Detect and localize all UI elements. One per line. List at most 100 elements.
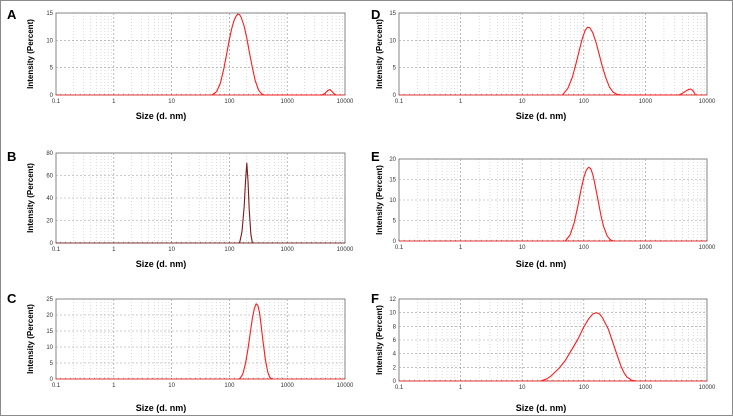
y-axis-label: Intensity (Percent) [26, 163, 35, 233]
x-tick-label: 10 [168, 383, 175, 389]
y-tick-label: 15 [46, 11, 53, 17]
y-axis-label: Intensity (Percent) [26, 304, 35, 374]
y-tick-label: 0 [393, 379, 397, 385]
size-distribution-line [211, 13, 337, 96]
size-distribution-line [239, 303, 273, 380]
x-tick-label: 1 [459, 385, 463, 391]
plot-area [398, 12, 708, 96]
x-axis-label: Size (d. nm) [516, 403, 567, 413]
y-tick-label: 2 [393, 365, 397, 371]
y-tick-label: 4 [393, 352, 397, 358]
x-tick-label: 100 [224, 383, 235, 389]
y-tick-label: 8 [393, 324, 397, 330]
panel-label: E [371, 149, 380, 164]
x-tick-label: 10 [168, 99, 175, 105]
plot-area [55, 12, 346, 96]
x-axis-label: Size (d. nm) [136, 111, 187, 121]
x-tick-label: 100 [579, 385, 590, 391]
y-axis-label: Intensity (Percent) [375, 305, 384, 375]
y-tick-label: 5 [50, 66, 54, 72]
y-axis-label: Intensity (Percent) [375, 165, 384, 235]
y-tick-label: 80 [46, 151, 53, 157]
y-tick-label: 10 [46, 345, 53, 351]
x-tick-label: 10 [168, 247, 175, 253]
panel-label: B [7, 149, 16, 164]
x-tick-label: 1000 [281, 99, 295, 105]
chart-panel-b: B 0.1 1 10 100 1000 10000 0 20 40 60 80 Size (d. nm)… [7, 149, 354, 269]
x-tick-label: 1000 [639, 385, 653, 391]
y-axis-label: Intensity (Percent) [26, 19, 35, 89]
y-tick-label: 25 [46, 297, 53, 303]
y-tick-label: 10 [389, 38, 396, 44]
y-tick-label: 20 [46, 313, 53, 319]
x-axis-label: Size (d. nm) [136, 403, 187, 413]
panel-label: F [371, 291, 379, 306]
y-tick-label: 15 [389, 178, 396, 184]
y-tick-label: 0 [50, 93, 54, 99]
y-tick-label: 40 [46, 196, 53, 202]
y-tick-label: 0 [393, 93, 397, 99]
chart-panel-e: E 0.1 1 10 100 1000 10000 0 5 10 15 20 Size (d. nm) I… [371, 149, 716, 269]
chart-panel-f: F 0.1 1 10 100 1000 10000 0 2 4 6 8 10 12 Size (d. nm)… [371, 291, 716, 413]
x-tick-label: 10000 [337, 383, 354, 389]
chart-panel-d: D 0.1 1 10 100 1000 10000 0 5 10 15 Size (d. nm) Int… [371, 7, 716, 121]
y-tick-label: 12 [389, 297, 396, 303]
x-axis-label: Size (d. nm) [136, 259, 187, 269]
y-tick-label: 0 [393, 239, 397, 245]
panel-label: A [7, 7, 17, 22]
size-distribution-line [540, 312, 636, 382]
x-tick-label: 10 [519, 245, 526, 251]
x-tick-label: 1 [112, 383, 116, 389]
y-tick-label: 5 [393, 66, 397, 72]
x-tick-label: 0.1 [395, 385, 404, 391]
y-tick-label: 20 [389, 157, 396, 163]
size-distribution-line [562, 26, 696, 96]
chart-panel-a: A 0.1 1 10 100 1000 10000 0 5 10 15 Size (d. nm) Int… [7, 7, 354, 121]
x-tick-label: 100 [224, 247, 235, 253]
x-tick-label: 0.1 [52, 99, 61, 105]
y-tick-label: 0 [50, 241, 54, 247]
y-tick-label: 5 [50, 361, 54, 367]
y-tick-label: 10 [389, 311, 396, 317]
x-tick-label: 10000 [699, 385, 716, 391]
panel-label: D [371, 7, 380, 22]
x-tick-label: 100 [579, 99, 590, 105]
x-tick-label: 0.1 [52, 383, 61, 389]
size-distribution-line [564, 166, 614, 242]
x-tick-label: 1 [112, 247, 116, 253]
x-tick-label: 10 [519, 385, 526, 391]
y-tick-label: 6 [393, 338, 397, 344]
chart-panel-c: C 0.1 1 10 100 1000 10000 0 5 10 15 20 25 Size (d. nm… [7, 291, 354, 413]
x-tick-label: 1000 [281, 383, 295, 389]
x-tick-label: 1 [459, 99, 463, 105]
x-tick-label: 1 [459, 245, 463, 251]
y-tick-label: 10 [46, 38, 53, 44]
y-tick-label: 5 [393, 219, 397, 225]
y-tick-label: 15 [389, 11, 396, 17]
x-tick-label: 100 [224, 99, 235, 105]
x-tick-label: 0.1 [52, 247, 61, 253]
x-tick-label: 10000 [699, 245, 716, 251]
x-tick-label: 10000 [337, 247, 354, 253]
x-tick-label: 1 [112, 99, 116, 105]
x-tick-label: 10000 [337, 99, 354, 105]
x-axis-label: Size (d. nm) [516, 259, 567, 269]
size-distribution-line [239, 162, 253, 244]
x-tick-label: 1000 [639, 99, 653, 105]
x-axis-label: Size (d. nm) [516, 111, 567, 121]
x-tick-label: 1000 [281, 247, 295, 253]
x-tick-label: 100 [579, 245, 590, 251]
plot-area [55, 298, 346, 380]
x-tick-label: 1000 [639, 245, 653, 251]
y-axis-label: Intensity (Percent) [375, 19, 384, 89]
y-tick-label: 0 [50, 377, 54, 383]
y-tick-label: 15 [46, 329, 53, 335]
x-tick-label: 10 [519, 99, 526, 105]
y-tick-label: 60 [46, 174, 53, 180]
panel-label: C [7, 291, 17, 306]
y-tick-label: 20 [46, 219, 53, 225]
x-tick-label: 0.1 [395, 245, 404, 251]
x-tick-label: 0.1 [395, 99, 404, 105]
